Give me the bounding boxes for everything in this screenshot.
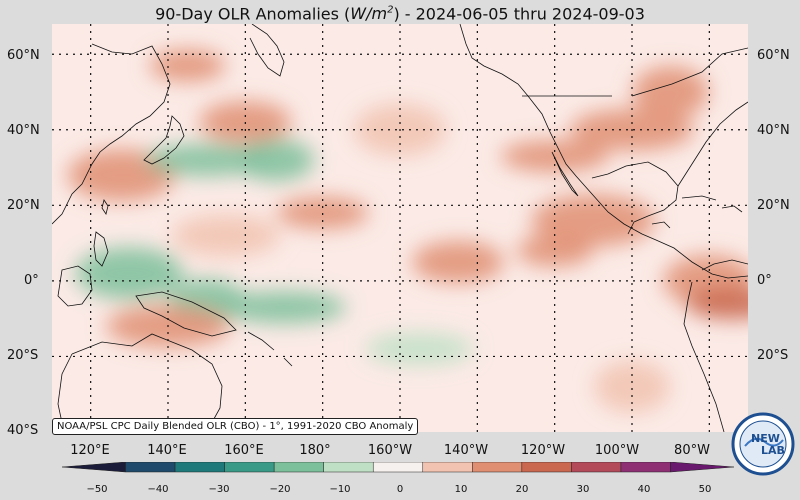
lat-label-right-20s: 20°S: [757, 348, 789, 363]
logo-text-a: NEW: [751, 432, 780, 445]
anomaly-region: [365, 332, 474, 365]
colorbar-cell: [323, 462, 374, 473]
lon-label-160e: 160°E: [224, 443, 264, 458]
coastline-borneo: [57, 265, 93, 307]
colorbar-cell: [472, 462, 523, 473]
lon-label-120w: 120°W: [520, 443, 566, 458]
colorbar-tick: 10: [454, 484, 468, 495]
title-prefix: 90-Day OLR Anomalies (: [155, 4, 351, 24]
colorbar-tick: 20: [515, 484, 529, 495]
lat-label-left-60n: 60°N: [7, 48, 40, 63]
colorbar-cell: [521, 462, 572, 473]
colorbar-cell: [273, 462, 324, 473]
colorbar-cell: [224, 462, 275, 473]
anomaly-field: [67, 49, 748, 413]
colorbar-tick: −10: [329, 484, 351, 495]
coastline-philippines: [93, 231, 109, 267]
colorbar-cell: [174, 462, 225, 473]
coastline-new-guinea: [135, 291, 237, 337]
anomaly-region: [222, 291, 346, 324]
coastline-kamchatka: [249, 24, 285, 77]
colorbar-tick: −40: [147, 484, 169, 495]
colorbar-cell: [620, 462, 671, 473]
anomaly-region: [412, 241, 504, 283]
graticule: [52, 24, 748, 432]
coastline-taiwan: [101, 199, 109, 215]
coastline-east-us: [677, 101, 748, 187]
lat-label-left-40s: 40°S: [7, 423, 39, 438]
colorbar-cell: [571, 462, 622, 473]
colorbar-tick: 0: [396, 484, 404, 495]
anomaly-region: [500, 140, 609, 173]
colorbar-tick: −30: [208, 484, 230, 495]
anomaly-region: [516, 234, 593, 267]
colorbar-tick: −50: [86, 484, 108, 495]
coastlines: [52, 24, 748, 432]
data-source-credit: NOAA/PSL CPC Daily Blended OLR (CBO) - 1…: [52, 418, 419, 435]
anomaly-region: [172, 214, 280, 257]
lat-label-right-40n: 40°N: [757, 123, 790, 138]
colorbar-cell: [372, 462, 424, 473]
anomaly-region: [594, 360, 670, 413]
colorbar-tick: 50: [698, 484, 712, 495]
colorbar-tick: −20: [269, 484, 291, 495]
anomaly-region: [144, 144, 269, 176]
newlab-logo: NEW LAB: [731, 412, 795, 476]
coastline-canada: [522, 47, 748, 97]
lon-label-120e: 120°E: [70, 443, 110, 458]
logo-text-b: LAB: [761, 444, 785, 457]
lon-label-160w: 160°W: [367, 443, 413, 458]
coastline-japan: [143, 115, 185, 165]
title-unit-base: W/m: [350, 4, 388, 24]
title-unit-exp: 2: [387, 5, 394, 16]
anomaly-region: [686, 287, 748, 320]
coastline-caribbean: [651, 195, 743, 229]
map-plot-area: [52, 24, 748, 432]
coastline-baja: [551, 151, 579, 197]
anomaly-region: [75, 247, 184, 300]
colorbar-cells: [62, 462, 734, 473]
colorbar-cell: [422, 462, 473, 473]
map-title: 90-Day OLR Anomalies (W/m2) - 2024-06-05…: [0, 0, 800, 24]
lon-label-140w: 140°W: [443, 443, 489, 458]
colorbar-cell: [125, 462, 176, 473]
coastline-south-america: [683, 259, 748, 432]
coastline-east-asia: [52, 43, 171, 225]
colorbar-tick: 40: [637, 484, 651, 495]
anomaly-map: [52, 24, 748, 432]
lon-label-180: 180°: [299, 443, 331, 458]
anomaly-region: [632, 66, 709, 118]
anomaly-region: [531, 194, 656, 247]
lat-label-left-40n: 40°N: [7, 123, 40, 138]
colorbar-tick: 30: [576, 484, 590, 495]
anomaly-region: [276, 196, 369, 229]
title-suffix: ) - 2024-06-05 thru 2024-09-03: [393, 4, 645, 24]
lon-label-80w: 80°W: [674, 443, 710, 458]
lat-label-left-20n: 20°N: [7, 198, 40, 213]
lat-label-left-eq: 0°: [24, 273, 39, 288]
lat-label-left-20s: 20°S: [7, 348, 39, 363]
coastline-solomons: [247, 331, 293, 367]
anomaly-region: [238, 139, 315, 181]
colorbar-cell: [670, 462, 734, 473]
lat-label-right-60n: 60°N: [757, 48, 790, 63]
colorbar: [62, 462, 734, 473]
coastline-alaska: [459, 24, 748, 279]
lat-label-right-eq: 0°: [757, 273, 772, 288]
colorbar-cell: [62, 462, 126, 473]
lon-label-140e: 140°E: [147, 443, 187, 458]
lon-label-100w: 100°W: [594, 443, 640, 458]
lat-label-right-20n: 20°N: [757, 198, 790, 213]
